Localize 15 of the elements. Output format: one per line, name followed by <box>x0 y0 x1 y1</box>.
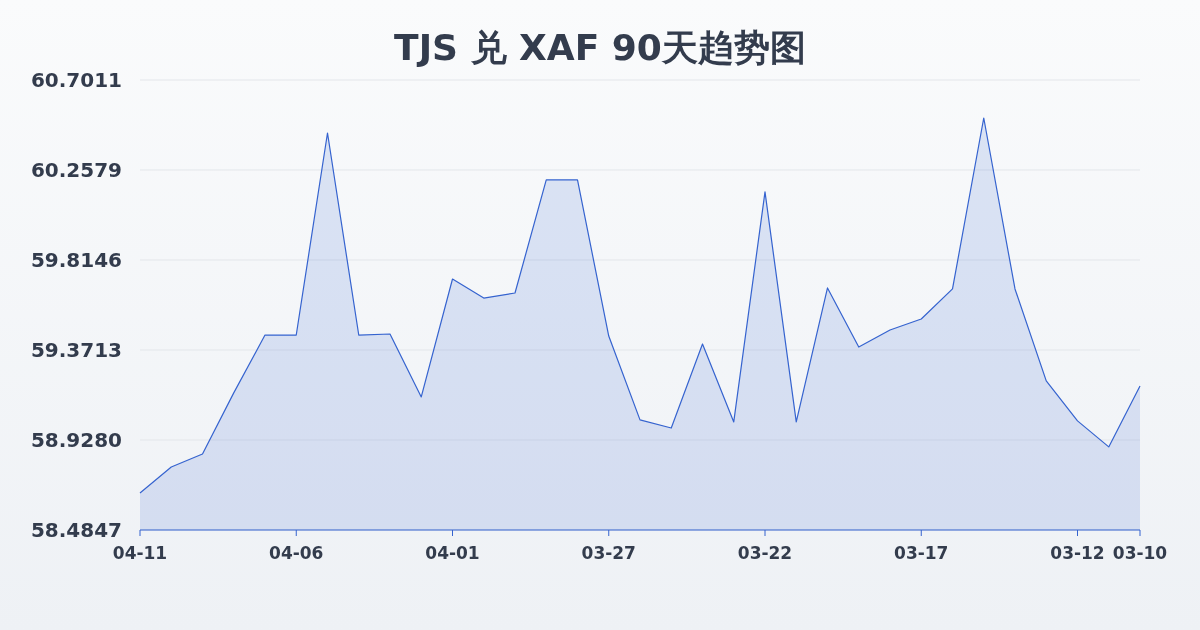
y-tick-label: 60.2579 <box>30 157 122 182</box>
x-tick-label: 03-17 <box>894 543 949 563</box>
y-tick-label: 60.7011 <box>30 68 122 92</box>
x-tick-label: 03-10 <box>1112 543 1168 563</box>
x-tick-label: 03-12 <box>1050 543 1105 563</box>
x-tick-label: 04-01 <box>425 543 480 563</box>
y-tick-label: 58.4847 <box>30 518 122 542</box>
x-tick-label: 04-11 <box>112 543 168 563</box>
x-tick-label: 04-06 <box>269 543 324 563</box>
y-tick-label: 59.8146 <box>30 247 122 272</box>
x-tick-label: 03-22 <box>737 543 793 563</box>
x-tick-label: 03-27 <box>581 543 636 563</box>
chart-title: TJS 兑 XAF 90天趋势图 <box>394 27 806 68</box>
y-tick-label: 59.3713 <box>30 337 122 362</box>
y-tick-label: 58.9280 <box>30 428 122 452</box>
